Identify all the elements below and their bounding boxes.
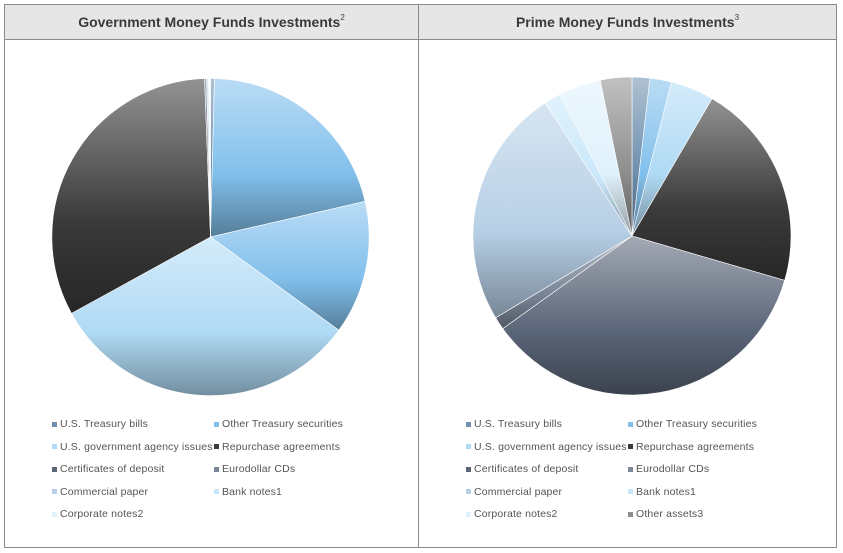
legend-item-other-treasury-securities: Other Treasury securities	[628, 418, 757, 430]
legend-label: Other Treasury securities	[636, 418, 758, 430]
legend-swatch	[214, 421, 219, 427]
legend-item-u-s-government-agency-issues: U.S. government agency issues	[52, 441, 213, 453]
charts-frame: Government Money Funds Investments2 U.S.…	[4, 4, 837, 548]
government-pie-chart	[51, 78, 370, 396]
legend-label: Other Treasury securities	[222, 418, 344, 430]
chart-title-bar: Government Money Funds Investments2	[5, 5, 418, 40]
chart-title: Government Money Funds Investments2	[78, 13, 345, 30]
legend-label: Corporate notes2	[474, 508, 558, 520]
legend-swatch	[52, 511, 57, 517]
legend-swatch	[214, 466, 219, 472]
legend-item-eurodollar-cds: Eurodollar CDs	[214, 463, 295, 475]
legend-item-repurchase-agreements: Repurchase agreements	[628, 441, 754, 453]
legend-item-bank-notes1: Bank notes1	[628, 486, 696, 498]
legend-label: Commercial paper	[474, 485, 563, 498]
legend-item-certificates-of-deposit: Certificates of deposit	[52, 463, 164, 475]
legend-item-other-assets3: Other assets3	[628, 508, 703, 520]
chart-title-bar: Prime Money Funds Investments3	[419, 5, 836, 40]
legend-item-eurodollar-cds: Eurodollar CDs	[628, 463, 709, 475]
prime-pie-chart	[472, 76, 792, 396]
legend-label: Bank notes1	[636, 485, 697, 498]
legend-label: Other assets3	[636, 508, 704, 520]
legend-item-u-s-treasury-bills: U.S. Treasury bills	[52, 418, 148, 430]
legend-label: Certificates of deposit	[474, 463, 579, 475]
legend-label: U.S. government agency issues	[60, 440, 213, 453]
legend-swatch	[466, 511, 471, 517]
legend-swatch	[628, 421, 633, 427]
prime-legend: U.S. Treasury bills Other Treasury securi…	[419, 410, 836, 540]
legend-label: Corporate notes2	[60, 508, 144, 520]
pie-slice-other-assets3	[599, 76, 633, 237]
legend-item-commercial-paper: Commercial paper	[466, 486, 562, 498]
chart-title: Prime Money Funds Investments3	[515, 13, 740, 30]
pie-slice-corporate-notes2	[209, 78, 211, 237]
legend-label: Eurodollar CDs	[636, 463, 710, 475]
pie-slice-other-treasury-securities	[210, 78, 366, 238]
legend-item-certificates-of-deposit: Certificates of deposit	[466, 463, 578, 475]
legend-swatch	[52, 489, 57, 494]
legend-swatch	[466, 421, 471, 427]
title-footnote: 3	[734, 13, 740, 23]
legend-label: Repurchase agreements	[222, 440, 341, 453]
legend-label: Eurodollar CDs	[222, 463, 296, 475]
legend-swatch	[628, 466, 633, 472]
legend-label: Certificates of deposit	[60, 463, 165, 475]
legend-swatch	[466, 444, 471, 449]
pie-slice-repurchase-agreements	[631, 98, 792, 281]
government-legend: U.S. Treasury bills Other Treasury securi…	[5, 410, 418, 540]
legend-item-other-treasury-securities: Other Treasury securities	[214, 418, 343, 430]
pie-slice-repurchase-agreements	[71, 236, 340, 396]
legend-swatch	[214, 489, 219, 494]
pie-slice-commercial-paper	[472, 102, 633, 319]
legend-swatch	[52, 421, 57, 427]
legend-item-u-s-treasury-bills: U.S. Treasury bills	[466, 418, 562, 430]
legend-item-corporate-notes2: Corporate notes2	[52, 508, 144, 520]
pie-slice-u-s-government-agency-issues	[209, 201, 370, 331]
legend-swatch	[628, 511, 633, 517]
legend-item-bank-notes1: Bank notes1	[214, 486, 282, 498]
legend-item-commercial-paper: Commercial paper	[52, 486, 148, 498]
legend-swatch	[52, 444, 57, 449]
legend-swatch	[628, 444, 633, 449]
legend-label: Commercial paper	[60, 485, 149, 498]
legend-label: Bank notes1	[222, 485, 283, 498]
legend-swatch	[52, 466, 57, 472]
legend-swatch	[628, 489, 633, 494]
legend-item-repurchase-agreements: Repurchase agreements	[214, 441, 340, 453]
pie-slice-certificates-of-deposit	[502, 235, 786, 396]
legend-item-u-s-government-agency-issues: U.S. government agency issues	[466, 441, 627, 453]
legend-label: U.S. Treasury bills	[60, 418, 149, 430]
pie-slice-certificates-of-deposit	[51, 78, 211, 314]
legend-swatch	[466, 466, 471, 472]
prime-funds-panel: Prime Money Funds Investments3 U.S. Trea…	[419, 5, 836, 547]
legend-item-corporate-notes2: Corporate notes2	[466, 508, 558, 520]
legend-label: U.S. Treasury bills	[474, 418, 563, 430]
legend-swatch	[466, 489, 471, 494]
legend-label: U.S. government agency issues	[474, 440, 627, 453]
legend-label: Repurchase agreements	[636, 440, 755, 453]
government-funds-panel: Government Money Funds Investments2 U.S.…	[5, 5, 419, 547]
title-footnote: 2	[340, 13, 345, 23]
legend-swatch	[214, 444, 219, 449]
